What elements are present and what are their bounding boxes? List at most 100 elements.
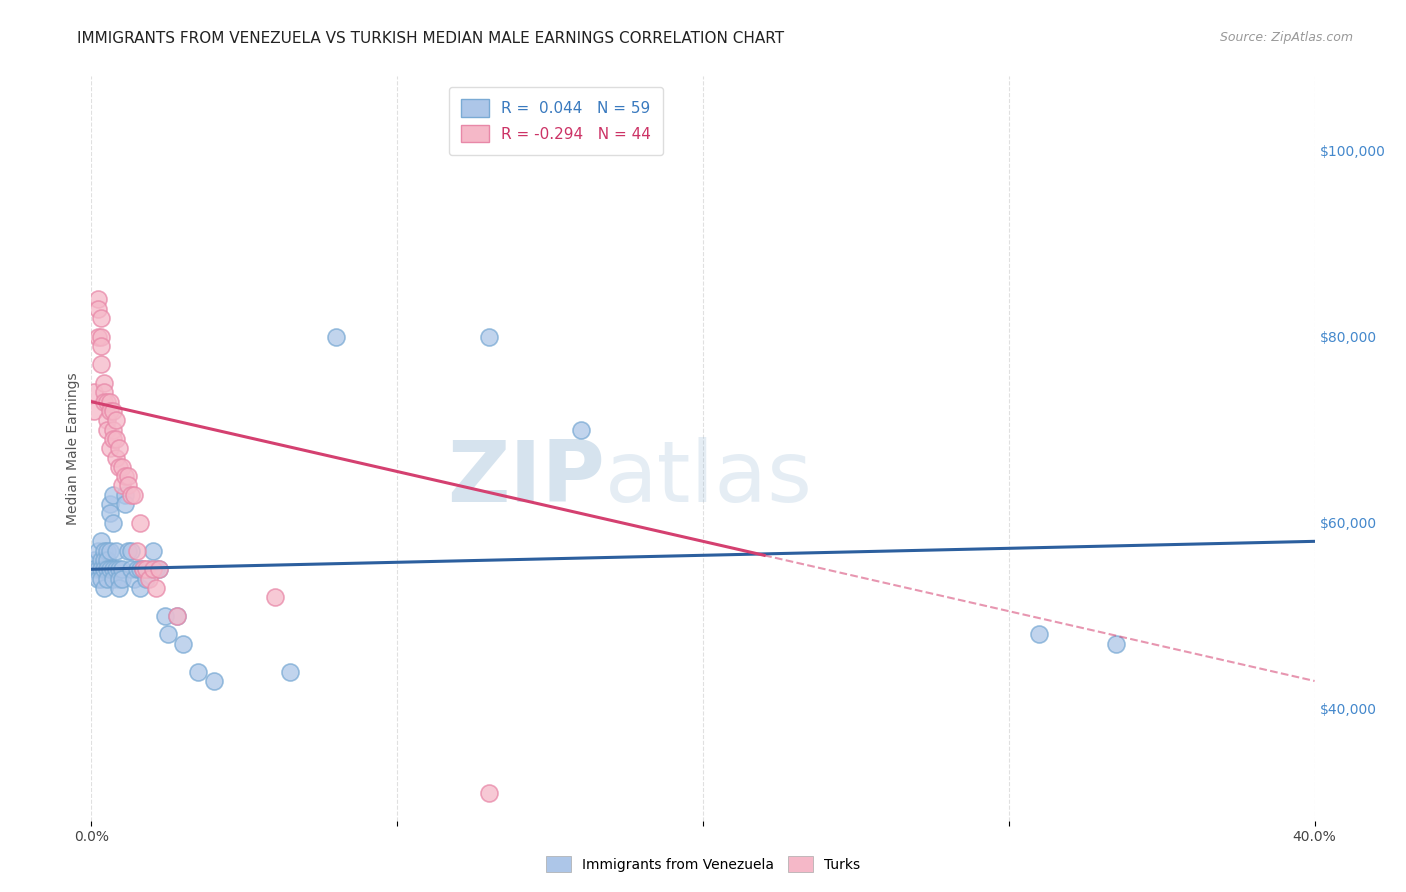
Point — [135, 562, 157, 576]
Point — [86, 572, 108, 586]
Text: ZIP: ZIP — [447, 436, 605, 519]
Point — [83, 562, 105, 576]
Point — [122, 572, 145, 586]
Point — [96, 543, 118, 558]
Point — [141, 543, 163, 558]
Point — [101, 432, 124, 446]
Point — [202, 673, 225, 688]
Point — [90, 534, 112, 549]
Point — [90, 310, 112, 325]
Legend: Immigrants from Venezuela, Turks: Immigrants from Venezuela, Turks — [540, 851, 866, 878]
Point — [127, 543, 149, 558]
Point — [148, 562, 170, 576]
Point — [90, 572, 112, 586]
Point — [117, 469, 139, 483]
Point — [86, 543, 108, 558]
Point — [117, 478, 139, 492]
Point — [93, 581, 115, 595]
Point — [111, 572, 134, 586]
Point — [96, 553, 118, 567]
Point — [145, 562, 167, 576]
Point — [141, 562, 163, 576]
Point — [111, 562, 134, 576]
Point — [104, 543, 127, 558]
Point — [104, 562, 127, 576]
Point — [478, 786, 501, 800]
Point — [98, 497, 121, 511]
Point — [129, 516, 152, 530]
Point — [83, 385, 105, 400]
Point — [108, 442, 131, 455]
Point — [122, 488, 145, 502]
Point — [117, 543, 139, 558]
Point — [172, 637, 194, 651]
Point — [108, 572, 131, 586]
Point — [156, 627, 179, 641]
Point — [83, 404, 105, 418]
Point — [153, 608, 176, 623]
Point — [90, 329, 112, 343]
Point — [98, 442, 121, 455]
Point — [104, 432, 127, 446]
Point — [166, 608, 188, 623]
Point — [569, 423, 592, 437]
Point — [145, 581, 167, 595]
Point — [138, 572, 160, 586]
Text: atlas: atlas — [605, 436, 813, 519]
Point — [86, 293, 108, 307]
Point — [98, 507, 121, 521]
Text: Source: ZipAtlas.com: Source: ZipAtlas.com — [1219, 31, 1353, 45]
Point — [101, 562, 124, 576]
Point — [108, 581, 131, 595]
Point — [108, 562, 131, 576]
Point — [120, 543, 142, 558]
Point — [129, 562, 152, 576]
Point — [93, 376, 115, 390]
Point — [101, 572, 124, 586]
Point — [120, 562, 142, 576]
Text: IMMIGRANTS FROM VENEZUELA VS TURKISH MEDIAN MALE EARNINGS CORRELATION CHART: IMMIGRANTS FROM VENEZUELA VS TURKISH MED… — [77, 31, 785, 46]
Point — [93, 553, 115, 567]
Point — [135, 572, 157, 586]
Point — [325, 329, 347, 343]
Point — [129, 581, 152, 595]
Point — [86, 329, 108, 343]
Point — [101, 404, 124, 418]
Point — [98, 543, 121, 558]
Point — [96, 413, 118, 427]
Point — [101, 488, 124, 502]
Point — [108, 459, 131, 474]
Point — [96, 394, 118, 409]
Point — [166, 608, 188, 623]
Point — [98, 404, 121, 418]
Point — [114, 497, 136, 511]
Point — [132, 562, 155, 576]
Point — [120, 488, 142, 502]
Legend: R =  0.044   N = 59, R = -0.294   N = 44: R = 0.044 N = 59, R = -0.294 N = 44 — [449, 87, 664, 154]
Point — [187, 665, 209, 679]
Point — [93, 562, 115, 576]
Point — [264, 591, 287, 605]
Point — [104, 450, 127, 465]
Point — [93, 543, 115, 558]
Point — [1105, 637, 1128, 651]
Y-axis label: Median Male Earnings: Median Male Earnings — [66, 372, 80, 524]
Point — [90, 339, 112, 353]
Point — [111, 478, 134, 492]
Point — [86, 301, 108, 316]
Point — [1028, 627, 1050, 641]
Point — [96, 562, 118, 576]
Point — [93, 394, 115, 409]
Point — [114, 488, 136, 502]
Point — [127, 562, 149, 576]
Point — [101, 423, 124, 437]
Point — [90, 562, 112, 576]
Point — [98, 562, 121, 576]
Point — [478, 329, 501, 343]
Point — [90, 553, 112, 567]
Point — [148, 562, 170, 576]
Point — [132, 562, 155, 576]
Point — [98, 394, 121, 409]
Point — [278, 665, 301, 679]
Point — [104, 413, 127, 427]
